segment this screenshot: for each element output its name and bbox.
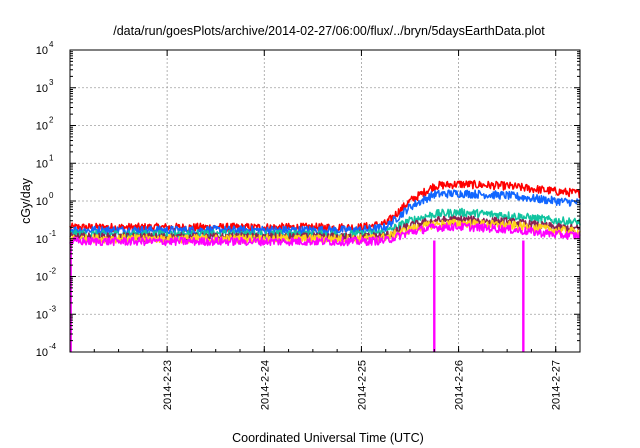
y-tick-label: 10: [36, 272, 48, 284]
y-tick-label: 10: [36, 234, 48, 246]
y-tick-exponent: -3: [49, 304, 57, 313]
y-tick-label: 10: [36, 158, 48, 170]
y-axis-label: cGy/day: [19, 177, 33, 224]
series-line-1: [69, 179, 581, 233]
x-tick-label: 2014-2-23: [162, 360, 174, 410]
y-tick-label: 10: [36, 83, 48, 95]
x-tick-label: 2014-2-24: [259, 360, 271, 410]
y-tick-exponent: 1: [49, 153, 54, 162]
series-layer: [69, 179, 581, 352]
x-tick-label: 2014-2-26: [454, 360, 466, 410]
y-tick-label: 10: [36, 196, 48, 208]
plot-frame: [69, 49, 581, 353]
y-tick-exponent: -2: [49, 267, 57, 276]
x-tick-label: 2014-2-27: [551, 360, 563, 410]
x-tick-label: 2014-2-25: [356, 360, 368, 410]
y-tick-label: 10: [36, 121, 48, 133]
chart-title: /data/run/goesPlots/archive/2014-02-27/0…: [113, 24, 545, 38]
y-tick-exponent: 4: [49, 40, 54, 49]
series-line-2: [69, 189, 581, 235]
y-tick-exponent: 2: [49, 116, 54, 125]
y-tick-label: 10: [36, 347, 48, 359]
y-tick-label: 10: [36, 45, 48, 57]
y-tick-exponent: -1: [49, 229, 57, 238]
x-axis-label: Coordinated Universal Time (UTC): [232, 431, 424, 445]
y-tick-exponent: -4: [49, 342, 57, 351]
y-tick-exponent: 3: [49, 78, 54, 87]
y-tick-exponent: 0: [49, 191, 54, 200]
grid-layer: [70, 50, 580, 352]
y-tick-label: 10: [36, 309, 48, 321]
series-line-6: [69, 222, 581, 247]
